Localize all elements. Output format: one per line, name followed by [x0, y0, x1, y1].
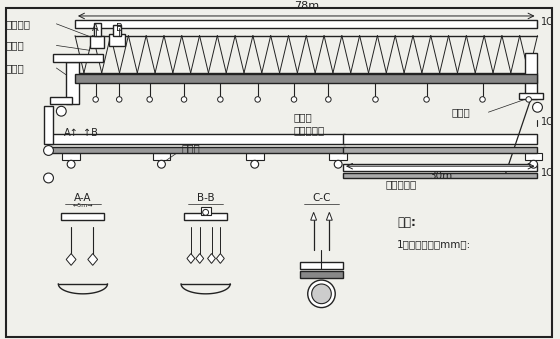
Text: C-C: C-C	[312, 193, 331, 203]
Text: 中托轮: 中托轮	[294, 112, 312, 122]
Bar	[90, 36, 105, 48]
Bar	[109, 34, 125, 46]
Bar	[75, 20, 538, 28]
Text: ←5m→: ←5m→	[73, 203, 93, 208]
Circle shape	[218, 97, 223, 102]
Bar	[343, 134, 538, 144]
Circle shape	[308, 280, 335, 307]
Polygon shape	[208, 254, 216, 263]
Text: ↑B: ↑B	[83, 128, 98, 138]
Text: 78m: 78m	[293, 1, 319, 11]
Circle shape	[533, 102, 543, 112]
Bar	[519, 93, 543, 99]
Circle shape	[424, 97, 430, 102]
Bar	[343, 146, 538, 154]
Bar	[300, 262, 343, 269]
Bar	[329, 154, 347, 160]
Bar	[343, 164, 538, 171]
Circle shape	[181, 97, 187, 102]
Text: 说明:: 说明:	[397, 216, 416, 229]
Text: B-B: B-B	[197, 193, 214, 203]
Bar	[300, 271, 343, 278]
Bar	[61, 213, 105, 220]
Bar	[94, 23, 101, 36]
Polygon shape	[66, 254, 76, 265]
Circle shape	[67, 160, 75, 168]
Bar	[75, 74, 538, 83]
Circle shape	[480, 97, 486, 102]
Circle shape	[147, 97, 152, 102]
Bar	[53, 54, 102, 62]
Circle shape	[526, 97, 531, 102]
Text: A: A	[92, 23, 99, 33]
Bar	[50, 146, 345, 154]
Circle shape	[116, 97, 122, 102]
Bar	[113, 25, 121, 36]
Text: 前横移轨道: 前横移轨道	[385, 179, 417, 189]
Bar	[50, 134, 345, 144]
Text: 提升小车: 提升小车	[6, 19, 30, 29]
Bar	[44, 106, 53, 144]
Text: 1C: 1C	[542, 168, 554, 178]
Circle shape	[251, 160, 259, 168]
Circle shape	[312, 284, 332, 304]
Text: 前支腿: 前支腿	[451, 107, 470, 117]
Polygon shape	[216, 254, 225, 263]
Circle shape	[373, 97, 378, 102]
Bar	[184, 213, 227, 220]
Circle shape	[203, 210, 208, 215]
Polygon shape	[187, 254, 195, 263]
Polygon shape	[311, 212, 316, 220]
Bar	[62, 154, 80, 160]
Text: 上横梁: 上横梁	[6, 40, 24, 51]
Text: 中横移轨道: 中横移轨道	[294, 125, 325, 135]
Bar	[343, 173, 538, 178]
Bar	[525, 53, 538, 99]
Bar	[66, 62, 79, 104]
Polygon shape	[326, 212, 332, 220]
Circle shape	[44, 145, 53, 155]
Text: 1C: 1C	[542, 117, 554, 127]
Circle shape	[325, 97, 331, 102]
Text: 后支腿: 后支腿	[6, 63, 24, 73]
Circle shape	[334, 160, 342, 168]
Text: A↑: A↑	[64, 128, 78, 138]
Text: 30m: 30m	[428, 171, 452, 181]
Text: 1C: 1C	[542, 17, 554, 27]
Text: 1、本图尺寸以mm计:: 1、本图尺寸以mm计:	[397, 239, 472, 249]
Polygon shape	[196, 254, 204, 263]
Circle shape	[530, 160, 538, 168]
Circle shape	[291, 97, 297, 102]
Circle shape	[44, 173, 53, 183]
Circle shape	[93, 97, 99, 102]
Bar	[153, 154, 170, 160]
Circle shape	[255, 97, 260, 102]
Bar	[525, 154, 543, 160]
Polygon shape	[88, 254, 97, 265]
Circle shape	[157, 160, 165, 168]
Text: B: B	[116, 23, 123, 33]
Bar	[50, 98, 72, 104]
Bar	[246, 154, 264, 160]
Text: A-A: A-A	[74, 193, 92, 203]
Circle shape	[57, 106, 66, 116]
Text: 后托轮: 后托轮	[181, 143, 200, 154]
Bar	[200, 207, 211, 215]
